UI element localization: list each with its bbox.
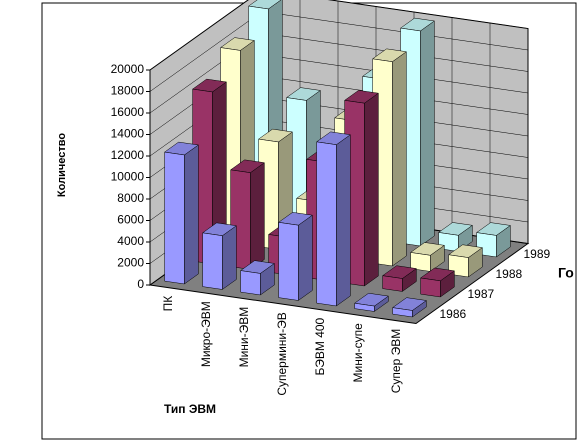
bar-front bbox=[392, 307, 413, 318]
bar bbox=[381, 265, 418, 292]
bar bbox=[277, 212, 314, 301]
bar-side bbox=[392, 51, 407, 267]
y-tick-label: 20000 bbox=[111, 62, 145, 76]
x-axis-label: Тип ЭВМ bbox=[164, 402, 216, 416]
bar-side bbox=[420, 20, 435, 247]
bar bbox=[419, 267, 456, 298]
y-tick-label: 6000 bbox=[117, 213, 144, 227]
bar-side bbox=[250, 162, 265, 270]
y-tick-label: 10000 bbox=[111, 170, 145, 184]
y-tick-label: 16000 bbox=[111, 105, 145, 119]
y-tick-label: 12000 bbox=[111, 148, 145, 162]
bar-side bbox=[222, 225, 237, 290]
bar-front bbox=[316, 141, 337, 307]
x-tick-label: ПК bbox=[161, 296, 175, 312]
bar-side bbox=[298, 214, 313, 301]
bar bbox=[353, 292, 390, 312]
bar-front bbox=[202, 232, 223, 290]
bar bbox=[409, 242, 446, 272]
bar bbox=[163, 141, 200, 285]
bar-front bbox=[164, 151, 185, 285]
y-tick-label: 2000 bbox=[117, 256, 144, 270]
bar bbox=[391, 297, 428, 318]
series-label: 1989 bbox=[524, 247, 551, 261]
y-tick-label: 4000 bbox=[117, 234, 144, 248]
bar-front bbox=[240, 270, 261, 296]
x-tick-label: Супер ЭВМ bbox=[389, 329, 403, 393]
y-tick-label: 0 bbox=[137, 277, 144, 291]
bar-front bbox=[410, 252, 431, 272]
y-tick-label: 14000 bbox=[111, 127, 145, 141]
bar-side bbox=[184, 144, 199, 285]
z-axis-label: Го bbox=[558, 265, 574, 281]
bar-front bbox=[420, 277, 441, 298]
bar bbox=[191, 78, 228, 265]
x-tick-label: Мини-супе bbox=[351, 323, 365, 383]
bar bbox=[315, 131, 352, 307]
bar-front bbox=[278, 222, 299, 301]
bar-side bbox=[364, 92, 379, 287]
series-label: 1987 bbox=[468, 287, 495, 301]
bar-front bbox=[382, 275, 403, 292]
bar bbox=[239, 260, 276, 296]
y-tick-label: 18000 bbox=[111, 84, 145, 98]
bar-side bbox=[336, 134, 351, 307]
bar bbox=[399, 17, 436, 247]
x-tick-label: Супермини-ЭВ bbox=[275, 312, 289, 395]
y-tick-label: 8000 bbox=[117, 191, 144, 205]
bar-front bbox=[354, 302, 375, 312]
series-label: 1986 bbox=[440, 307, 467, 321]
y-axis-label: Количество bbox=[56, 133, 68, 197]
x-tick-label: БЭВМ 400 bbox=[313, 317, 327, 375]
series-label: 1988 bbox=[496, 267, 523, 281]
x-tick-label: Мини-ЭВМ bbox=[237, 307, 251, 368]
x-tick-label: Микро-ЭВМ bbox=[199, 301, 213, 367]
bar bbox=[201, 222, 238, 290]
grid-line bbox=[149, 0, 529, 71]
